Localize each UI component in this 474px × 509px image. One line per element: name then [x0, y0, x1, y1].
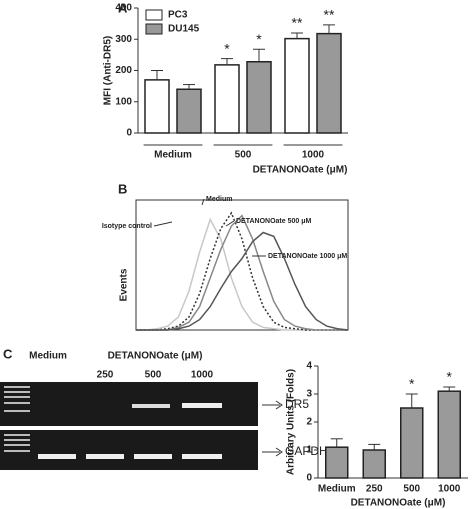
y-tick-label: 0 — [126, 128, 132, 139]
significance: * — [256, 31, 262, 47]
band — [132, 404, 170, 408]
x-axis-label: DETANONOate (μM) — [351, 498, 446, 509]
significance: ** — [292, 15, 303, 31]
histogram-curve — [136, 211, 348, 331]
lane-label: 250 — [97, 370, 114, 381]
gel-label: Medium — [29, 351, 67, 362]
lane-label: 500 — [145, 370, 162, 381]
y-tick-label: 3 — [306, 389, 312, 400]
curve-label: DETANONOate 1000 μM — [268, 253, 347, 260]
bar — [325, 446, 349, 479]
histogram-curve — [136, 217, 348, 331]
ladder — [4, 386, 30, 452]
curve-pointer — [225, 220, 235, 227]
arrow-head — [275, 447, 283, 457]
legend-swatch — [145, 23, 163, 35]
gel-label: DETANONOate (μM) — [108, 351, 203, 362]
band — [38, 454, 76, 459]
gel-blot — [0, 430, 258, 470]
histogram-curve — [136, 214, 348, 331]
arrow-head — [275, 400, 283, 410]
legend-label: PC3 — [168, 10, 188, 21]
y-tick-label: 4 — [306, 361, 312, 372]
y-tick-label: 200 — [115, 65, 132, 76]
y-tick-label: 1 — [306, 445, 312, 456]
bar — [437, 390, 461, 479]
x-tick-label: 250 — [366, 484, 383, 495]
y-axis-label: Arbitrary Units (Folds) — [286, 369, 297, 475]
bar — [176, 88, 202, 134]
x-tick-label: Medium — [154, 150, 192, 161]
y-tick-label: 2 — [306, 417, 312, 428]
panel-label: B — [118, 181, 127, 196]
significance: * — [447, 369, 453, 385]
legend-swatch — [145, 9, 163, 21]
panel-label: C — [3, 346, 13, 361]
x-tick-label: 1000 — [438, 484, 461, 495]
band-label: GAPDH — [285, 444, 328, 458]
bar — [316, 32, 342, 134]
histogram-curve — [136, 231, 349, 331]
y-tick-label: 0 — [306, 473, 312, 484]
bar — [144, 79, 170, 134]
x-tick-label: Medium — [318, 484, 356, 495]
panel-label: A — [118, 0, 128, 15]
curve-label: DETANONOate 500 μM — [236, 218, 312, 225]
significance: * — [409, 376, 415, 392]
x-tick-label: 500 — [235, 150, 252, 161]
y-tick-label: 400 — [115, 3, 132, 14]
bar — [400, 407, 424, 479]
band — [182, 454, 222, 459]
gel: Medium DETANONOate (μM) 250 500 1000 DR5… — [0, 351, 328, 470]
curve-pointer — [201, 198, 205, 206]
band-label: DR5 — [285, 397, 309, 411]
x-tick-label: 1000 — [302, 150, 325, 161]
bar — [246, 61, 272, 134]
bar — [284, 37, 310, 134]
bar — [362, 449, 386, 479]
x-axis-label: DETANONOate (μM) — [253, 165, 348, 176]
band — [134, 454, 172, 459]
curve-pointer — [153, 221, 173, 227]
lane-label: 1000 — [191, 370, 214, 381]
y-tick-label: 100 — [115, 96, 132, 107]
significance: ** — [324, 7, 335, 23]
y-axis-label: MFI (Anti-DR5) — [103, 36, 114, 105]
significance: * — [224, 40, 230, 56]
band — [182, 403, 222, 408]
curve-label: Medium — [206, 196, 232, 203]
x-tick-label: 500 — [403, 484, 420, 495]
y-axis-label: Events — [119, 268, 130, 301]
bar — [214, 64, 240, 134]
curve-label: Isotype control — [102, 223, 152, 230]
legend-label: DU145 — [168, 24, 200, 35]
plot-frame — [135, 199, 349, 331]
y-tick-label: 300 — [115, 34, 132, 45]
band — [86, 454, 124, 459]
